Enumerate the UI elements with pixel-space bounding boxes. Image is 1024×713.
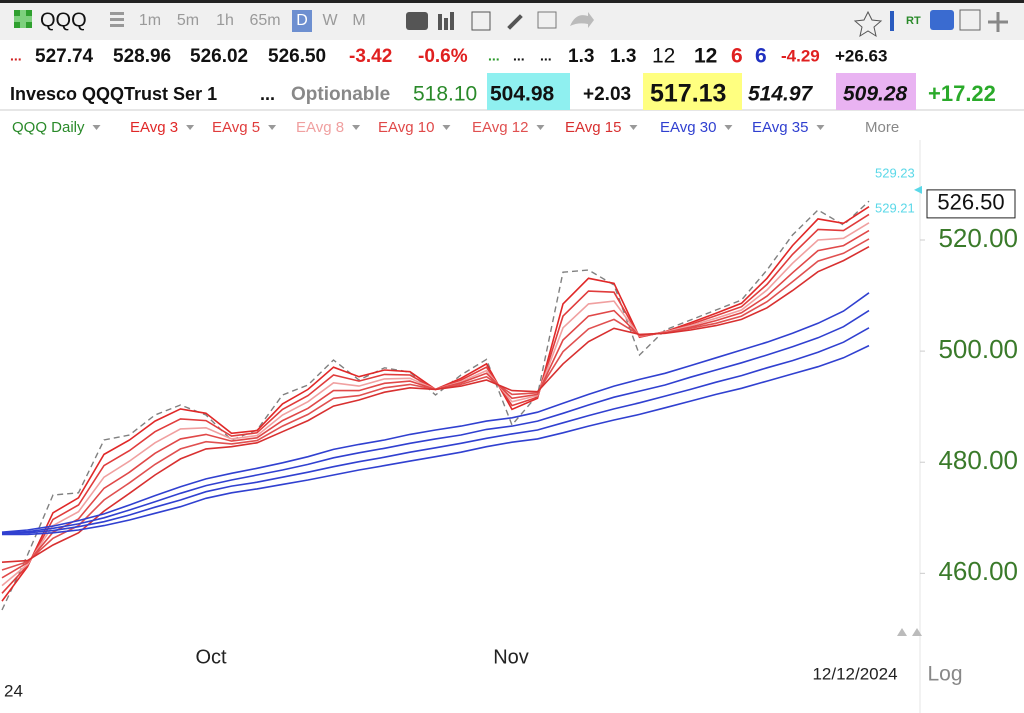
- y-tick-label: 500.00: [938, 334, 1018, 364]
- price-pointer: [914, 185, 922, 194]
- legend-dropdown[interactable]: [268, 125, 277, 130]
- svg-text:RT: RT: [906, 15, 921, 27]
- quote-field: -3.42: [349, 46, 392, 67]
- price-box: [926, 189, 1016, 219]
- cell-highlight: [643, 73, 742, 110]
- scroll-icon[interactable]: [897, 628, 922, 636]
- legend-entry[interactable]: EAvg 35: [752, 119, 808, 136]
- quote-field: ...: [488, 48, 500, 64]
- series-line: [1, 200, 870, 611]
- quote-field: 514.97: [748, 83, 814, 106]
- interval-button[interactable]: D: [296, 12, 308, 29]
- date-label: 12/12/2024: [812, 664, 897, 683]
- x-tick-label: Nov: [493, 646, 529, 668]
- more-button[interactable]: More: [865, 119, 899, 136]
- quote-field: 526.50: [268, 46, 326, 67]
- quote-field: ...: [10, 48, 22, 64]
- quote-field: Optionable: [291, 84, 390, 105]
- quote-field: Invesco QQQTrust Ser 1: [10, 84, 217, 104]
- x-tick-label: Oct: [195, 646, 227, 668]
- legend-dropdown[interactable]: [92, 125, 101, 130]
- legend-dropdown[interactable]: [629, 125, 638, 130]
- quote-field: +2.03: [583, 84, 631, 105]
- legend-dropdown[interactable]: [536, 125, 545, 130]
- quote-field: ...: [260, 84, 275, 104]
- interval-highlight: [292, 10, 312, 32]
- top-border: [0, 0, 1024, 3]
- high-label: 529.21: [875, 200, 915, 215]
- tool-icons[interactable]: RT: [406, 9, 1008, 38]
- y-tick-label: 480.00: [938, 445, 1018, 475]
- legend-entry[interactable]: EAvg 3: [130, 119, 178, 136]
- legend-entry[interactable]: EAvg 8: [296, 119, 344, 136]
- legend-dropdown[interactable]: [724, 125, 733, 130]
- plot: [1, 200, 870, 611]
- series-line: [1, 309, 870, 534]
- y-tick-label: 460.00: [938, 556, 1018, 586]
- quote-field: 526.02: [190, 46, 248, 67]
- quote-field: ...: [540, 48, 552, 64]
- add-icon[interactable]: [14, 10, 32, 28]
- interval-button[interactable]: 1h: [216, 12, 234, 29]
- high-label: 529.23: [875, 165, 915, 180]
- quote-field: 527.74: [35, 46, 94, 67]
- legend-entry[interactable]: EAvg 5: [212, 119, 260, 136]
- interval-button[interactable]: W: [322, 12, 338, 29]
- quote-field: 12: [694, 45, 717, 68]
- quote-field: 517.13: [650, 80, 726, 108]
- cell-highlight: [487, 73, 570, 110]
- interval-button[interactable]: 1m: [139, 12, 161, 29]
- legend-entry[interactable]: EAvg 30: [660, 119, 716, 136]
- quote-field: 12: [652, 45, 675, 68]
- legend-dropdown[interactable]: [442, 125, 451, 130]
- price-label: 526.50: [937, 190, 1004, 215]
- interval-button[interactable]: M: [352, 12, 365, 29]
- legend-entry[interactable]: QQQ Daily: [12, 119, 85, 136]
- y-tick-label: 520.00: [938, 223, 1018, 253]
- quote-field: 6: [755, 45, 767, 68]
- cell-highlight: [836, 73, 916, 110]
- interval-button[interactable]: 5m: [177, 12, 199, 29]
- quote-field: -0.6%: [418, 46, 468, 67]
- quote-field: +17.22: [928, 81, 996, 106]
- quote-field: 1.3: [568, 46, 594, 67]
- legend-dropdown[interactable]: [186, 125, 195, 130]
- quote-field: 528.96: [113, 46, 171, 67]
- quote-field: 1.3: [610, 46, 636, 67]
- symbol[interactable]: QQQ: [40, 9, 87, 31]
- quote-field: -4.29: [781, 46, 820, 65]
- interval-button[interactable]: 65m: [249, 12, 280, 29]
- start-label: 24: [4, 681, 23, 700]
- scale-toggle[interactable]: Log: [927, 663, 962, 686]
- quote-field: 504.98: [490, 83, 555, 106]
- legend-dropdown[interactable]: [816, 125, 825, 130]
- series-line: [1, 245, 870, 563]
- list-icon[interactable]: [110, 12, 124, 27]
- legend-entry[interactable]: EAvg 15: [565, 119, 621, 136]
- quote-field: +26.63: [835, 46, 887, 65]
- series-line: [2, 344, 870, 536]
- legend-dropdown[interactable]: [352, 125, 361, 130]
- quote-field: 518.10: [413, 83, 477, 106]
- quote-field: 6: [731, 45, 743, 68]
- legend-entry[interactable]: EAvg 10: [378, 119, 434, 136]
- series-line: [1, 292, 870, 533]
- series-line: [1, 327, 870, 535]
- legend-entry[interactable]: EAvg 12: [472, 119, 528, 136]
- toolbar: [0, 0, 1024, 40]
- quote-field: 509.28: [843, 83, 908, 106]
- quote-field: ...: [513, 48, 525, 64]
